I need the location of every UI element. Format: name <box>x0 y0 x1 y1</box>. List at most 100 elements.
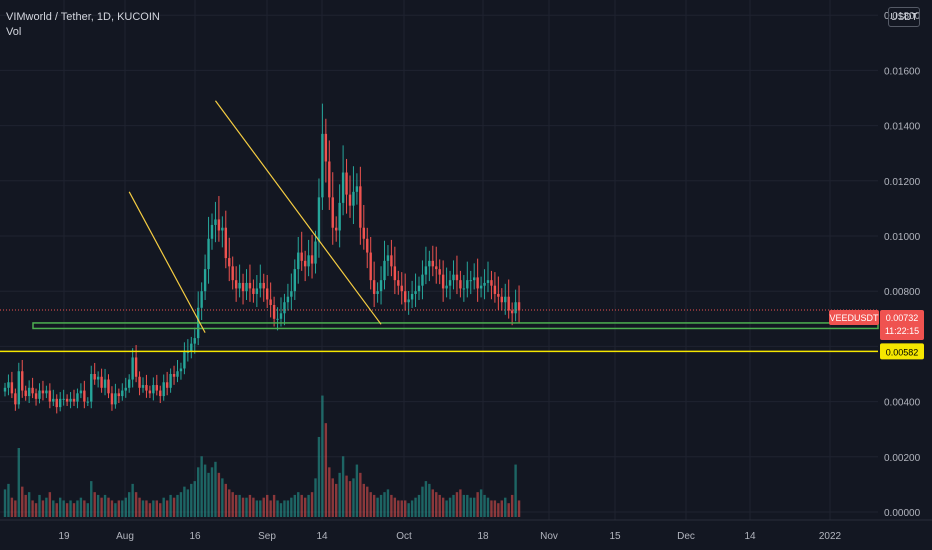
volume-bar[interactable] <box>114 503 117 517</box>
candle-body[interactable] <box>48 390 52 402</box>
candle-body[interactable] <box>500 296 503 303</box>
candle-body[interactable] <box>369 252 372 281</box>
candle-body[interactable] <box>407 299 410 303</box>
volume-bar[interactable] <box>510 494 514 517</box>
candle-body[interactable] <box>355 186 359 192</box>
volume-bar[interactable] <box>238 494 241 517</box>
volume-bar[interactable] <box>372 494 376 517</box>
candle-body[interactable] <box>441 274 445 289</box>
volume-bar[interactable] <box>393 497 397 517</box>
candle-body[interactable] <box>241 282 245 292</box>
volume-bar[interactable] <box>486 497 490 517</box>
volume-bar[interactable] <box>83 500 86 517</box>
volume-bar[interactable] <box>121 500 124 517</box>
volume-bar[interactable] <box>145 500 148 517</box>
candle-body[interactable] <box>162 382 165 397</box>
volume-bar[interactable] <box>55 503 58 517</box>
candle-body[interactable] <box>14 393 17 405</box>
candle-body[interactable] <box>117 393 121 397</box>
volume-bar[interactable] <box>435 492 438 517</box>
candle-body[interactable] <box>252 288 255 294</box>
volume-bar[interactable] <box>438 494 441 517</box>
candle-body[interactable] <box>400 285 403 292</box>
volume-bar[interactable] <box>359 472 362 517</box>
volume-bar[interactable] <box>159 503 162 517</box>
volume-bar[interactable] <box>338 472 341 517</box>
volume-bar[interactable] <box>110 500 114 517</box>
candle-body[interactable] <box>345 172 348 195</box>
candle-body[interactable] <box>17 371 20 405</box>
candle-body[interactable] <box>276 318 279 320</box>
candle-body[interactable] <box>221 227 224 231</box>
candle-body[interactable] <box>310 255 314 264</box>
volume-bar[interactable] <box>286 500 290 517</box>
volume-bar[interactable] <box>197 467 200 517</box>
candle-body[interactable] <box>428 260 431 267</box>
volume-bar[interactable] <box>255 500 259 517</box>
volume-bar[interactable] <box>17 448 20 517</box>
volume-bar[interactable] <box>290 497 293 517</box>
candle-body[interactable] <box>231 266 234 281</box>
volume-bar[interactable] <box>90 481 93 517</box>
volume-bar[interactable] <box>317 436 321 517</box>
candle-body[interactable] <box>448 280 452 286</box>
volume-bar[interactable] <box>100 497 103 517</box>
candle-body[interactable] <box>179 368 183 372</box>
candle-body[interactable] <box>455 274 459 281</box>
candle-body[interactable] <box>248 282 252 289</box>
candle-body[interactable] <box>27 387 31 397</box>
candle-body[interactable] <box>145 385 148 391</box>
volume-bar[interactable] <box>228 489 231 517</box>
volume-bar[interactable] <box>21 486 24 517</box>
volume-bar[interactable] <box>134 492 138 517</box>
volume-bar[interactable] <box>190 483 193 517</box>
candle-body[interactable] <box>3 387 7 392</box>
volume-bar[interactable] <box>324 423 328 517</box>
volume-bar[interactable] <box>366 486 369 517</box>
volume-bar[interactable] <box>445 500 448 517</box>
volume-bar[interactable] <box>300 494 303 517</box>
volume-bar[interactable] <box>490 500 493 517</box>
volume-bar[interactable] <box>14 500 17 517</box>
candle-body[interactable] <box>224 227 227 259</box>
candle-body[interactable] <box>514 302 517 314</box>
candle-body[interactable] <box>386 255 390 261</box>
volume-bar[interactable] <box>417 494 421 517</box>
volume-bar[interactable] <box>514 464 517 517</box>
candle-body[interactable] <box>200 291 203 308</box>
trendline-2[interactable] <box>214 100 382 325</box>
candle-body[interactable] <box>435 266 438 270</box>
candle-body[interactable] <box>479 285 483 289</box>
volume-bar[interactable] <box>248 494 252 517</box>
candle-body[interactable] <box>462 288 466 290</box>
volume-bar[interactable] <box>207 472 210 517</box>
volume-bar[interactable] <box>224 483 227 517</box>
volume-bar[interactable] <box>217 472 221 517</box>
candle-body[interactable] <box>100 376 103 388</box>
candle-body[interactable] <box>335 227 338 231</box>
candle-body[interactable] <box>10 382 14 394</box>
volume-bar[interactable] <box>500 500 503 517</box>
volume-bar[interactable] <box>469 497 472 517</box>
volume-bar[interactable] <box>24 494 27 517</box>
volume-bar[interactable] <box>397 500 400 517</box>
symbol-title[interactable]: VIMworld / Tether, 1D, KUCOIN <box>6 11 160 23</box>
volume-bar[interactable] <box>379 494 383 517</box>
candle-body[interactable] <box>424 266 428 275</box>
volume-bar[interactable] <box>483 494 486 517</box>
candle-body[interactable] <box>165 382 169 388</box>
candle-body[interactable] <box>45 390 48 394</box>
candle-body[interactable] <box>483 282 486 286</box>
volume-bar[interactable] <box>314 478 317 517</box>
volume-bar[interactable] <box>262 497 265 517</box>
candle-body[interactable] <box>228 258 231 267</box>
volume-bar[interactable] <box>241 497 245 517</box>
candle-body[interactable] <box>93 374 96 380</box>
candle-body[interactable] <box>96 376 100 380</box>
candle-body[interactable] <box>452 274 455 281</box>
candle-body[interactable] <box>207 238 210 270</box>
volume-bar[interactable] <box>3 489 7 517</box>
volume-bar[interactable] <box>252 497 255 517</box>
volume-bar[interactable] <box>466 494 469 517</box>
candle-body[interactable] <box>203 269 207 292</box>
